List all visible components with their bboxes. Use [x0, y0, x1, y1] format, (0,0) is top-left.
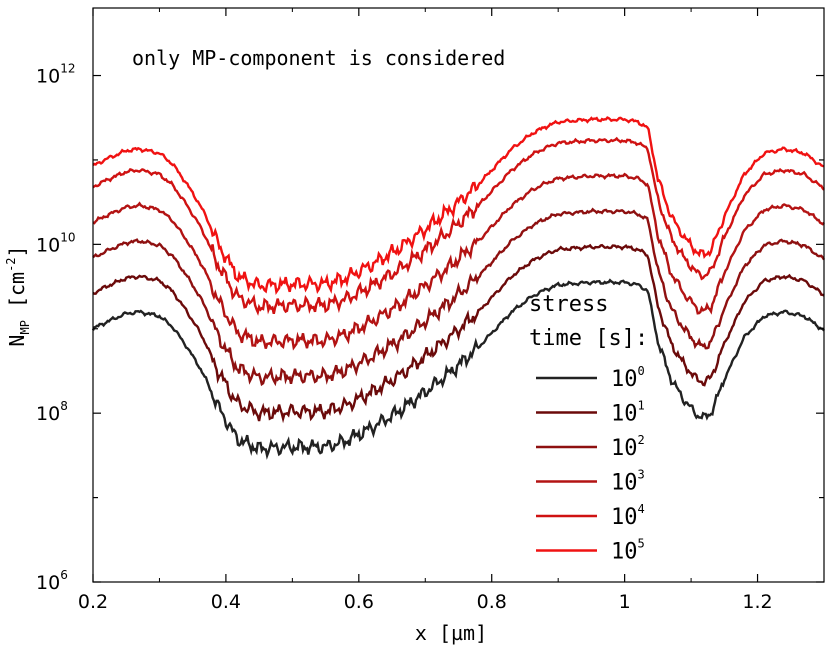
x-tick-labels: 0.2 0.4 0.6 0.8 1 1.2	[78, 591, 773, 613]
legend-label-2: 102	[611, 433, 645, 461]
x-tick-label-1: 0.4	[211, 591, 241, 613]
series-line-0	[91, 278, 825, 460]
axis-ticks	[92, 8, 825, 583]
y-tick-label-1: 108	[36, 399, 68, 425]
x-tick-label-0: 0.2	[78, 591, 108, 613]
legend-title-line1: stress	[529, 292, 608, 317]
x-tick-label-3: 0.8	[477, 591, 507, 613]
x-tick-label-5: 1.2	[742, 591, 772, 613]
series-line-2	[92, 207, 826, 387]
plot-frame	[92, 7, 825, 583]
x-axis-label: x [µm]	[415, 621, 487, 645]
series-line-3	[92, 172, 825, 351]
y-tick-label-3: 1012	[36, 62, 75, 88]
x-tick-label-4: 1	[619, 591, 631, 613]
legend-label-5: 105	[611, 537, 645, 565]
legend-label-3: 103	[611, 468, 645, 496]
y-tick-label-2: 1010	[36, 230, 75, 256]
legend-title-line2: time [s]:	[529, 326, 648, 351]
annotation: only MP-component is considered	[132, 46, 505, 70]
series-line-1	[92, 243, 825, 424]
series-line-5	[92, 116, 825, 296]
y-tick-label-0: 106	[36, 568, 68, 594]
y-axis-label: NMP [cm-2]	[4, 245, 32, 346]
y-tick-labels: 106 108 1010 1012	[36, 62, 75, 594]
series-lines	[91, 116, 826, 460]
legend-label-4: 104	[611, 502, 645, 530]
series-line-4	[92, 136, 825, 316]
x-tick-label-2: 0.6	[344, 591, 374, 613]
legend: stress time [s]: 100 101 102 103 104 105	[529, 292, 648, 565]
legend-label-0: 100	[611, 364, 645, 392]
legend-label-1: 101	[611, 399, 645, 427]
